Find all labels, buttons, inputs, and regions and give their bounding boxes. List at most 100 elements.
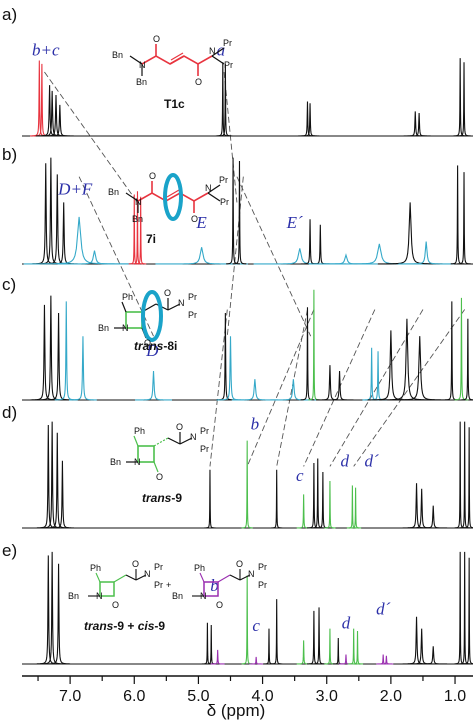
peak [226, 157, 240, 265]
compound-label-trans-9: trans-9 [142, 491, 182, 505]
atom-pr: Pr [200, 426, 209, 436]
panel-label: d) [2, 403, 17, 422]
peak [392, 336, 448, 401]
atom-pr: Pr [154, 580, 163, 590]
peak [419, 505, 448, 529]
atom-o: O [156, 472, 163, 482]
spectrum-3 [22, 289, 473, 401]
x-axis: 7.0 6.0 5.0 4.0 3.0 2.0 1.0 [22, 675, 473, 705]
panel-label: b) [2, 145, 17, 164]
atom-ph: Ph [134, 426, 145, 436]
correlation-line [353, 309, 466, 467]
peak [407, 628, 436, 665]
peak [324, 480, 336, 529]
atom-bn: Bn [98, 323, 109, 333]
peak [300, 307, 315, 401]
x-tick-label: 6.0 [123, 688, 145, 705]
peak [155, 247, 248, 265]
peak [30, 304, 59, 401]
structure-t1c: Bn N Bn O O N Pr Pr T1c [112, 34, 233, 111]
atom-o: O [153, 34, 160, 44]
caption-part: -9 [113, 619, 124, 633]
peak-label: d [342, 614, 351, 633]
peak [459, 421, 471, 529]
atom-pr: Pr [200, 444, 209, 454]
peak-label: d´ [365, 451, 380, 470]
peak [316, 365, 344, 401]
atom-n: N [178, 298, 185, 308]
compound-label-7i: 7i [146, 232, 156, 246]
peak [398, 241, 454, 265]
correlation-lines [44, 71, 466, 467]
peak [249, 656, 264, 665]
peak [350, 487, 362, 529]
x-axis-title: δ (ppm) [207, 701, 266, 720]
atom-bn: Bn [110, 457, 121, 467]
peak [131, 191, 144, 265]
spectrum-1 [22, 58, 473, 137]
atom-n: N [200, 591, 207, 601]
atom-bn: Bn [68, 591, 79, 601]
peak-label: b+c [32, 41, 60, 60]
peak [57, 250, 132, 265]
peak [457, 172, 471, 265]
atom-o: O [236, 559, 243, 569]
atom-bn: Bn [132, 214, 143, 224]
atom-bn: Bn [112, 50, 123, 60]
peak [69, 336, 97, 401]
peak-label: b [210, 576, 219, 595]
correlation-line [78, 176, 154, 337]
peak [271, 599, 283, 665]
caption-italic-part: trans [142, 491, 172, 505]
peak [312, 607, 326, 665]
atom-ph: Ph [90, 563, 101, 573]
x-tick-label: 4.0 [251, 688, 273, 705]
peak [135, 196, 147, 265]
peak [210, 649, 225, 665]
x-tick-label: 3.0 [316, 688, 338, 705]
atom-n: N [139, 60, 146, 70]
peak [45, 432, 69, 529]
correlation-line [223, 71, 238, 203]
peak [407, 488, 436, 529]
peak [50, 460, 74, 529]
peak [306, 610, 321, 665]
atom-bn: Bn [108, 187, 119, 197]
peak [351, 630, 364, 665]
atom-pr: Pr [219, 175, 228, 185]
compound-label-trans-8i: trans-8i [134, 339, 177, 353]
panel-label: a) [2, 5, 17, 24]
peak [218, 63, 233, 137]
peak [346, 485, 358, 529]
compound-label-mixture: trans-9 + cis-9 [84, 619, 165, 633]
x-tick-label: 2.0 [380, 688, 402, 705]
atom-pr: Pr [258, 562, 267, 572]
atom-pr: Pr [224, 60, 233, 70]
atom-bn: Bn [136, 77, 147, 87]
peak [204, 469, 216, 529]
peak [325, 370, 354, 401]
peak-label: E [195, 213, 207, 232]
caption-plus: + [124, 619, 138, 633]
peak [40, 421, 64, 529]
atom-o: O [191, 214, 198, 224]
atom-o: O [149, 171, 156, 181]
x-tick-label: 7.0 [59, 688, 81, 705]
peak-label: D+F [57, 180, 93, 199]
peak [459, 551, 471, 665]
macrocycle-ring [163, 173, 183, 221]
peak [379, 655, 394, 665]
peak-label: D [145, 341, 159, 360]
panel-label: e) [2, 541, 17, 560]
peak [348, 628, 360, 665]
structure-7i: Bn N Bn O O N Pr Pr 7i [108, 171, 229, 246]
atom-o: O [176, 422, 183, 432]
spectra-group [22, 58, 473, 665]
x-tick-label: 5.0 [187, 688, 209, 705]
atom-n: N [135, 197, 142, 207]
atom-o: O [144, 338, 151, 348]
atom-o: O [132, 559, 139, 569]
caption-part: -8i [163, 339, 177, 353]
peak-label: c [296, 466, 304, 485]
